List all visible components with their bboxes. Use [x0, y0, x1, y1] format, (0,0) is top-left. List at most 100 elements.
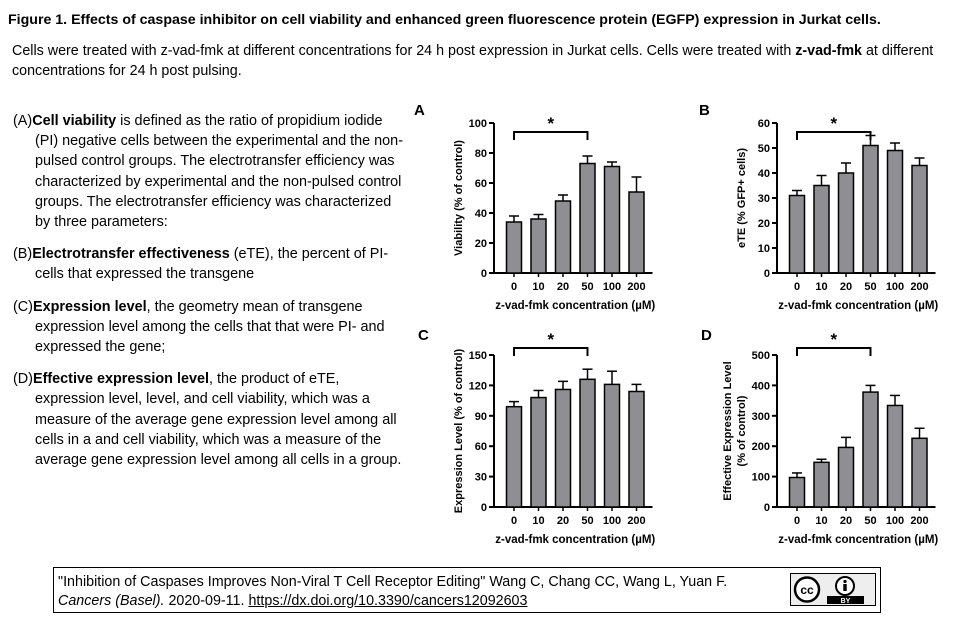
y-axis-label: Effective Expression Level	[722, 361, 734, 500]
citation-box: "Inhibition of Caspases Improves Non-Vir…	[53, 567, 881, 613]
y-tick-label: 20	[758, 218, 770, 230]
x-tick-label: 0	[511, 281, 517, 293]
x-tick-label: 0	[794, 515, 800, 527]
figure-description: Cells were treated with z-vad-fmk at dif…	[12, 43, 934, 79]
y-tick-label: 40	[758, 168, 770, 180]
x-tick-label: 50	[864, 515, 876, 527]
bar	[886, 149, 904, 274]
cc-glyph: cc	[800, 583, 814, 597]
x-tick-label: 100	[603, 515, 621, 527]
bar	[628, 191, 645, 274]
paragraph-b: (B)Electrotransfer effectiveness (eTE), …	[13, 246, 389, 283]
bar	[788, 476, 806, 508]
y-tick-label: 500	[752, 350, 770, 362]
y-tick-label: 0	[764, 268, 770, 280]
bar	[603, 165, 621, 274]
bar	[788, 194, 806, 274]
bar	[579, 378, 596, 508]
bar	[886, 404, 904, 508]
paragraph-d: (D)Effective expression level, the produ…	[13, 371, 402, 469]
x-tick-label: 100	[886, 515, 904, 527]
bar	[554, 200, 572, 274]
y-tick-label: 30	[758, 193, 770, 205]
significance-bracket	[796, 131, 872, 140]
bar	[862, 144, 879, 274]
y-tick-label: 90	[475, 411, 487, 423]
x-tick-label: 50	[864, 281, 876, 293]
x-tick-label: 10	[815, 515, 827, 527]
x-tick-label: 20	[557, 515, 569, 527]
x-tick-label: 20	[557, 281, 569, 293]
y-tick-label: 100	[752, 472, 770, 484]
x-tick-label: 0	[511, 515, 517, 527]
y-tick-label: 30	[475, 472, 487, 484]
x-axis-label: z-vad-fmk concentration (µM)	[495, 534, 655, 546]
bar	[911, 437, 928, 508]
x-tick-label: 10	[815, 281, 827, 293]
x-tick-label: 200	[627, 515, 645, 527]
bar	[505, 221, 523, 274]
y-tick-label: 400	[752, 380, 770, 392]
x-tick-label: 200	[910, 515, 928, 527]
significance-marker: *	[547, 330, 554, 349]
panel-label: C	[418, 327, 429, 344]
figure-title: Figure 1. Effects of caspase inhibitor o…	[8, 12, 881, 28]
bar	[813, 461, 830, 508]
significance-marker: *	[830, 114, 837, 133]
bar	[505, 405, 523, 508]
y-tick-label: 0	[764, 502, 770, 514]
panel-label: D	[701, 327, 712, 344]
bar	[579, 162, 596, 274]
significance-marker: *	[547, 114, 554, 133]
x-tick-label: 10	[532, 515, 544, 527]
significance-bracket	[796, 347, 872, 356]
bar	[530, 396, 547, 508]
y-axis-label: Expression Level (% of control)	[453, 348, 465, 513]
chart-panel-c: C 0 30 60 90 120 150 0 10 20 50 100 200 z-vad-fmk con…	[418, 327, 655, 546]
paragraph-a: (A)Cell viability is defined as the rati…	[13, 113, 403, 231]
y-tick-label: 120	[469, 380, 487, 392]
x-tick-label: 20	[840, 281, 852, 293]
bar	[628, 390, 645, 508]
x-tick-label: 200	[627, 281, 645, 293]
y-tick-label: 60	[475, 441, 487, 453]
x-tick-label: 20	[840, 515, 852, 527]
x-tick-label: 0	[794, 281, 800, 293]
panel-descriptions: (A)Cell viability is defined as the rati…	[13, 111, 403, 482]
bar	[911, 164, 928, 274]
y-tick-label: 10	[758, 243, 770, 255]
y-axis-label-line2: (% of control)	[736, 395, 748, 466]
y-tick-label: 100	[469, 118, 487, 130]
panel-label: B	[699, 102, 710, 119]
significance-marker: *	[830, 330, 837, 349]
y-tick-label: 50	[758, 143, 770, 155]
y-tick-label: 40	[475, 208, 487, 220]
x-tick-label: 50	[581, 515, 593, 527]
panel-label: A	[414, 102, 425, 119]
y-tick-label: 0	[481, 502, 487, 514]
y-axis-label: eTE (% GFP+ cells)	[736, 148, 748, 248]
bar	[837, 172, 855, 274]
bar	[837, 446, 855, 508]
y-axis-label: Viability (% of control)	[453, 140, 465, 256]
bar	[813, 184, 830, 274]
chart-panel-b: B 0 10 20 30 40 50 60 0 10 20 50 100 200 z-vad-fmk con…	[699, 102, 938, 312]
x-tick-label: 10	[532, 281, 544, 293]
y-tick-label: 20	[475, 238, 487, 250]
bar	[862, 391, 879, 508]
x-axis-label: z-vad-fmk concentration (µM)	[778, 300, 938, 312]
y-tick-label: 60	[475, 178, 487, 190]
x-tick-label: 200	[910, 281, 928, 293]
x-axis-label: z-vad-fmk concentration (µM)	[495, 300, 655, 312]
cc-by-license-icon[interactable]: cc BY	[790, 573, 876, 606]
y-tick-label: 0	[481, 268, 487, 280]
x-tick-label: 100	[886, 281, 904, 293]
doi-link[interactable]: https://dx.doi.org/10.3390/cancers120926…	[248, 592, 528, 609]
citation-text: "Inhibition of Caspases Improves Non-Vir…	[58, 574, 728, 609]
significance-bracket	[513, 347, 589, 356]
x-tick-label: 100	[603, 281, 621, 293]
chart-panel-d: D 0 100 200 300 400 500 0 10 20 50 100 200 z-vad-fmk …	[701, 327, 938, 546]
x-axis-label: z-vad-fmk concentration (µM)	[778, 534, 938, 546]
paragraph-c: (C)Expression level, the geometry mean o…	[13, 298, 385, 356]
y-tick-label: 60	[758, 118, 770, 130]
